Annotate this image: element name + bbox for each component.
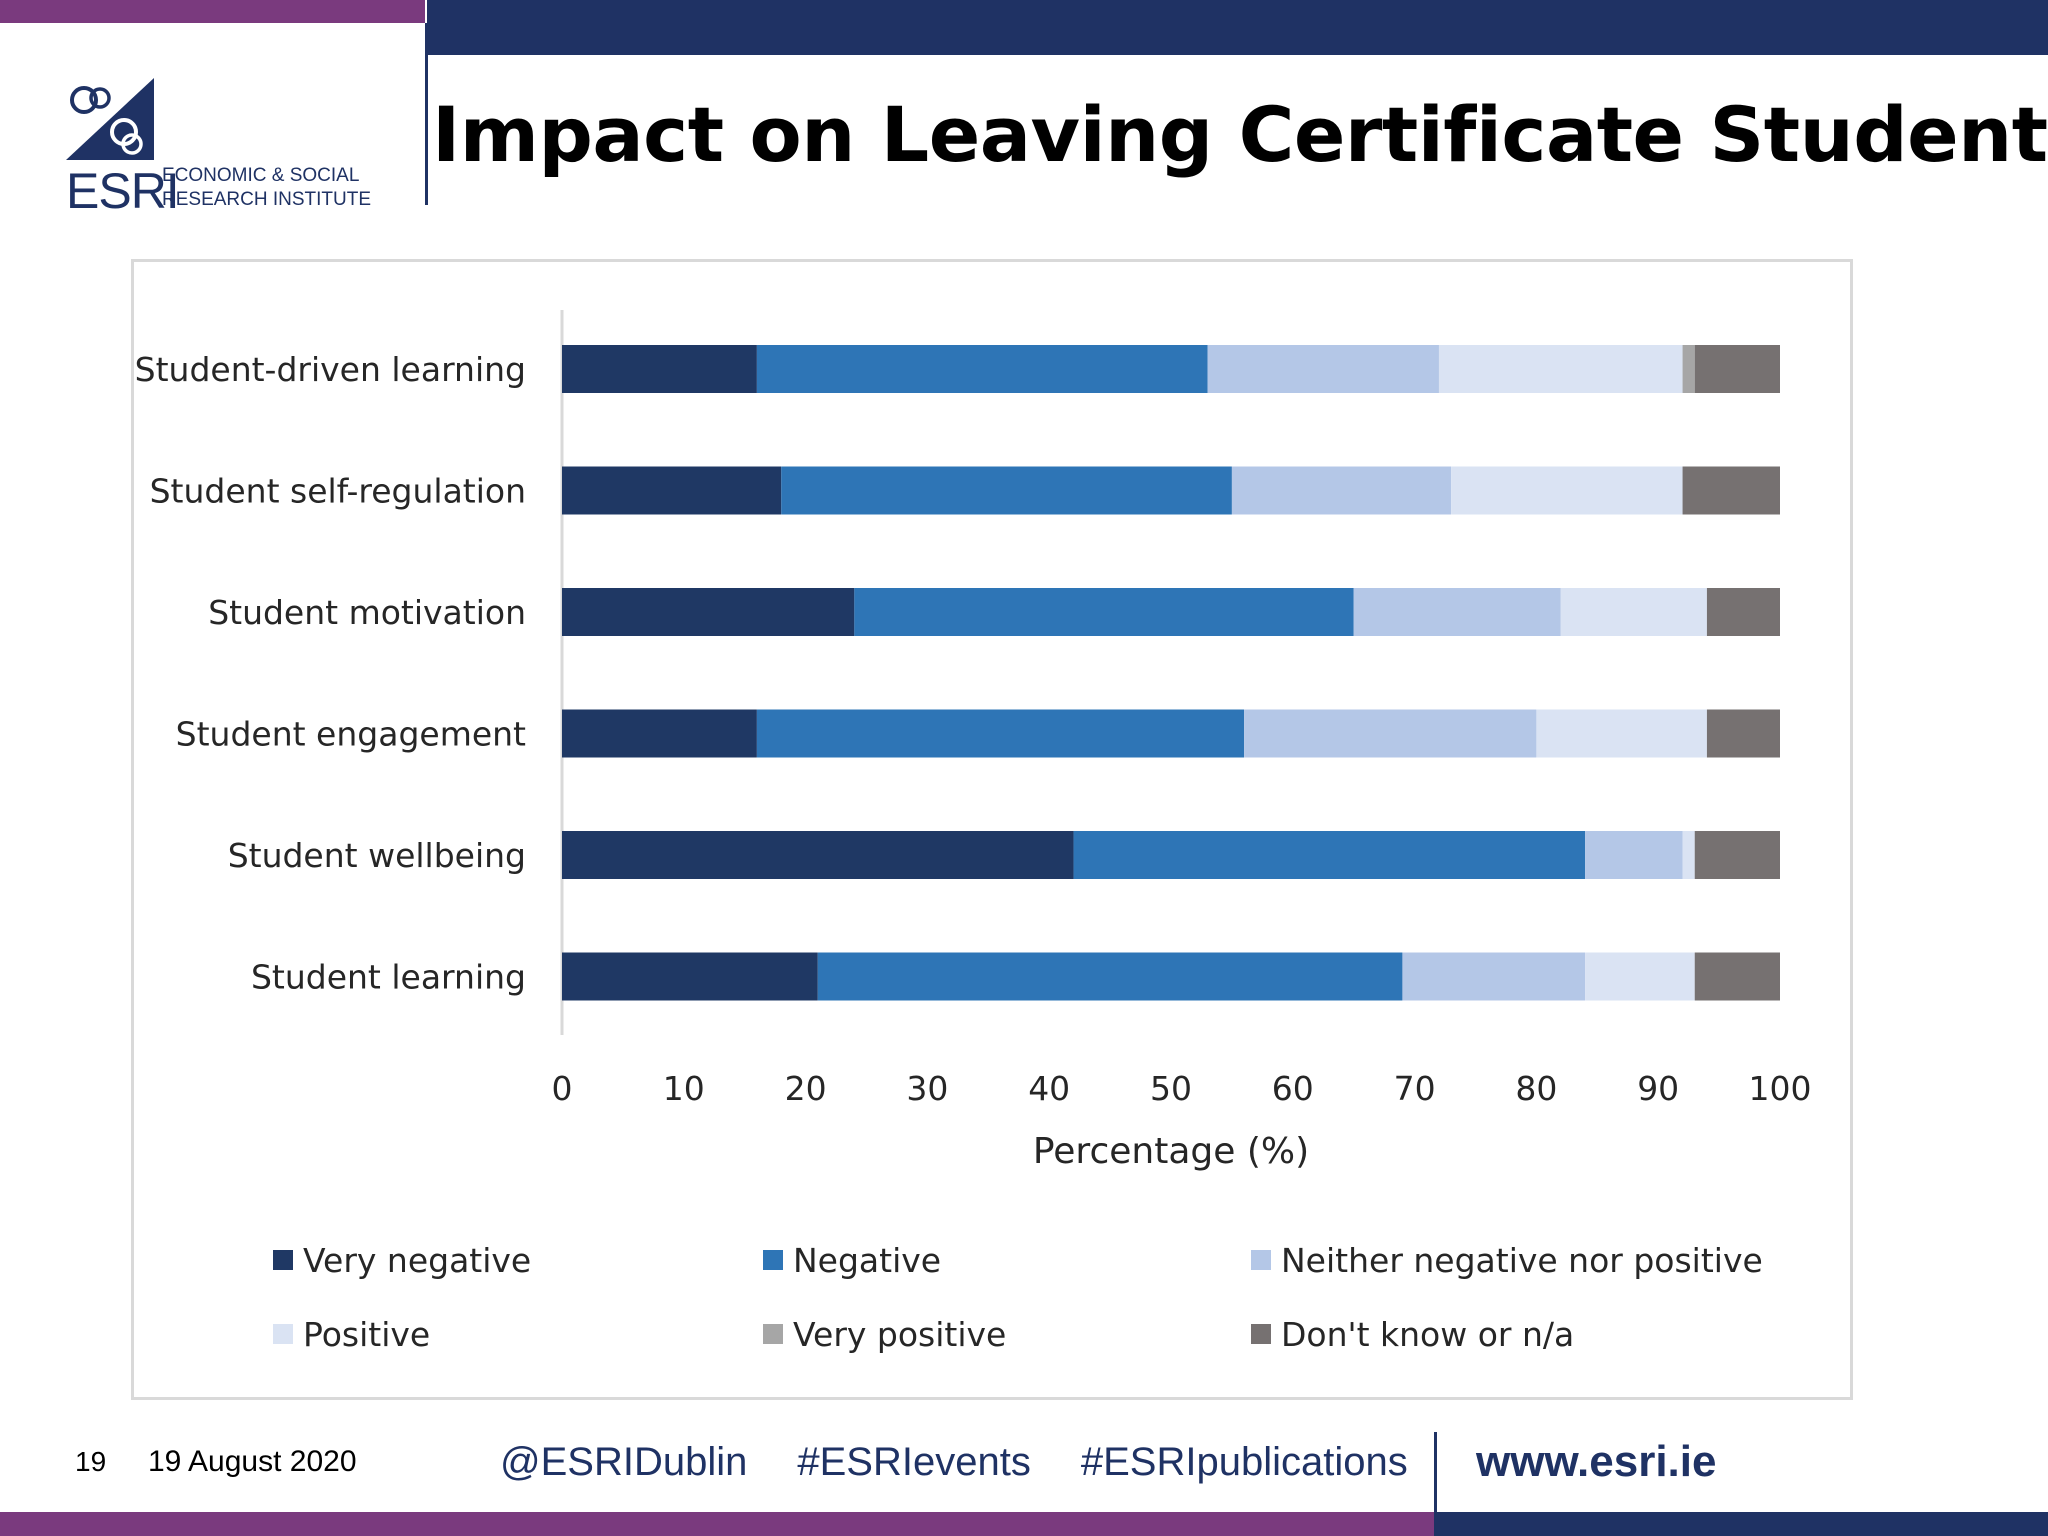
page-number: 19 (75, 1446, 107, 1477)
bar-segment (562, 831, 1074, 879)
website-link[interactable]: www.esri.ie (1476, 1437, 1717, 1486)
bar-segment (1451, 466, 1683, 515)
bar-segment (1207, 345, 1439, 393)
legend-label: Neither negative nor positive (1281, 1240, 1763, 1280)
bar-segment (562, 345, 757, 393)
legend-swatch (273, 1324, 293, 1344)
legend-swatch (763, 1250, 783, 1270)
bar-segment (562, 466, 782, 515)
hashtag-events[interactable]: #ESRIevents (797, 1439, 1031, 1484)
x-tick-label: 0 (552, 1069, 573, 1108)
chart-frame (131, 259, 1853, 1400)
bottom-accent-bar-navy (1434, 1512, 2048, 1536)
bar-segment (1073, 831, 1586, 879)
legend-item: Negative (763, 1240, 941, 1280)
x-tick-label: 90 (1637, 1069, 1679, 1108)
bottom-accent-bar-purple (0, 1512, 1434, 1536)
bar-segment (1402, 952, 1586, 1001)
x-tick-label: 80 (1515, 1069, 1557, 1108)
bar-segment (1231, 466, 1452, 515)
bar-segment (1682, 466, 1780, 515)
y-tick-label: Student motivation (208, 593, 526, 632)
x-tick-label: 50 (1150, 1069, 1192, 1108)
y-tick-label: Student wellbeing (228, 836, 526, 875)
legend-item: Very positive (763, 1314, 1006, 1354)
y-tick-label: Student-driven learning (135, 350, 526, 389)
legend-label: Very negative (303, 1240, 532, 1280)
top-accent-bar-purple (0, 0, 425, 23)
logo-wordmark: ESRI (66, 163, 180, 219)
legend-swatch (1251, 1250, 1271, 1270)
bar-segment (817, 952, 1403, 1001)
bar-segment (1560, 588, 1707, 636)
logo-subtitle-line1: ECONOMIC & SOCIAL (162, 165, 360, 186)
bar-segment (1585, 952, 1695, 1001)
bar-segment (1682, 345, 1695, 393)
legend-label: Very positive (793, 1314, 1007, 1354)
bar-segment (1438, 345, 1683, 393)
legend-swatch (1251, 1324, 1271, 1344)
x-tick-label: 40 (1028, 1069, 1070, 1108)
bar-segment (1353, 588, 1561, 636)
chart-legend: Very negative Negative Neither negative no… (273, 1240, 1773, 1370)
page-title: Impact on Leaving Certificate Students (432, 90, 2048, 179)
legend-item: Very negative (273, 1240, 531, 1280)
x-tick-label: 20 (785, 1069, 827, 1108)
y-tick-label: Student self-regulation (150, 472, 526, 511)
footer-date: 19 August 2020 (148, 1445, 357, 1478)
bar-segment (1244, 709, 1537, 758)
bar-segment (1694, 831, 1780, 879)
bar-segment (854, 588, 1354, 636)
x-tick-label: 30 (906, 1069, 948, 1108)
bar-segment (1536, 709, 1707, 758)
x-tick-label: 70 (1394, 1069, 1436, 1108)
top-accent-bar-navy (427, 0, 2048, 55)
bar-segment (1682, 831, 1695, 879)
y-tick-label: Student engagement (176, 715, 526, 754)
logo-subtitle: ECONOMIC & SOCIAL RESEARCH INSTITUTE (162, 164, 371, 212)
legend-label: Don't know or n/a (1281, 1314, 1575, 1354)
legend-label: Negative (793, 1240, 942, 1280)
bar-segment (781, 466, 1232, 515)
legend-label: Positive (303, 1314, 431, 1354)
hashtag-publications[interactable]: #ESRIpublications (1080, 1439, 1408, 1484)
legend-swatch (273, 1250, 293, 1270)
footer-divider (1434, 1432, 1437, 1512)
bar-segment (756, 345, 1208, 393)
bar-segment (562, 588, 855, 636)
x-tick-label: 10 (663, 1069, 705, 1108)
bar-segment (1706, 588, 1780, 636)
header-divider (425, 23, 428, 205)
legend-item: Neither negative nor positive (1251, 1240, 1763, 1280)
bar-segment (562, 952, 818, 1001)
logo-subtitle-line2: RESEARCH INSTITUTE (162, 189, 372, 210)
legend-item: Don't know or n/a (1251, 1314, 1574, 1354)
bar-segment (1706, 709, 1780, 758)
bar-segment (1694, 952, 1780, 1001)
bar-segment (1694, 345, 1780, 393)
esri-logo-mark-icon (66, 78, 154, 160)
legend-swatch (763, 1324, 783, 1344)
y-tick-label: Student learning (251, 958, 526, 997)
bar-segment (1585, 831, 1683, 879)
esri-logo: ESRI ECONOMIC & SOCIAL RESEARCH INSTITUT… (62, 74, 382, 219)
x-tick-label: 60 (1272, 1069, 1314, 1108)
legend-item: Positive (273, 1314, 430, 1354)
footer-social: @ESRIDublin #ESRIevents #ESRIpublication… (500, 1432, 1458, 1492)
twitter-handle[interactable]: @ESRIDublin (500, 1439, 748, 1484)
x-tick-label: 100 (1749, 1069, 1812, 1108)
x-axis-title: Percentage (%) (1033, 1131, 1309, 1172)
bar-segment (756, 709, 1245, 758)
bar-segment (562, 709, 757, 758)
